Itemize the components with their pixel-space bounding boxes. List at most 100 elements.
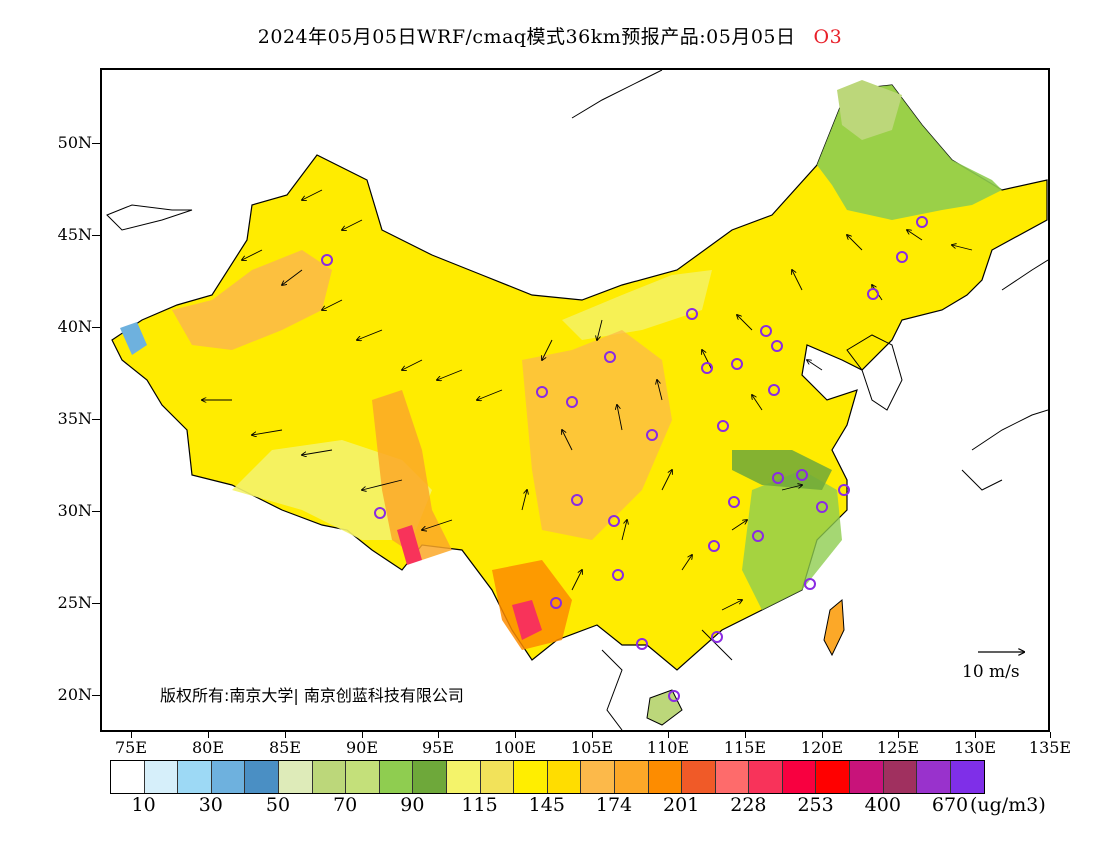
x-label-125e: 125E [876, 738, 920, 757]
copyright-text: 版权所有:南京大学| 南京创蓝科技有限公司 [160, 686, 464, 705]
colorbar-cell [715, 761, 750, 793]
city-marker [668, 690, 680, 702]
city-marker [752, 530, 764, 542]
city-marker [550, 597, 562, 609]
y-tick [92, 603, 100, 604]
x-tick [898, 732, 899, 738]
city-marker [717, 420, 729, 432]
colorbar-label: 400 [864, 794, 901, 816]
city-marker [760, 325, 772, 337]
colorbar-cell [782, 761, 817, 793]
x-tick [668, 732, 669, 738]
y-tick [92, 419, 100, 420]
colorbar-label: 174 [595, 794, 633, 816]
field-green-yangtze [732, 450, 832, 490]
city-marker [608, 515, 620, 527]
x-tick [362, 732, 363, 738]
colorbar [110, 760, 986, 794]
colorbar-label: 70 [333, 794, 358, 816]
colorbar-cell [211, 761, 246, 793]
y-label-30n: 30N [57, 501, 92, 520]
x-label-80e: 80E [191, 738, 225, 757]
colorbar-cell [480, 761, 515, 793]
y-label-35n: 35N [57, 409, 92, 428]
x-label-75e: 75E [114, 738, 148, 757]
colorbar-cell [581, 761, 615, 793]
wind-vectors [202, 189, 973, 611]
city-marker [708, 540, 720, 552]
field-orange-sichuan [522, 330, 672, 540]
city-marker [536, 386, 548, 398]
x-label-115e: 115E [723, 738, 767, 757]
coastline-indochina [601, 629, 733, 730]
colorbar-cell [547, 761, 582, 793]
city-marker [612, 569, 624, 581]
city-marker [636, 638, 648, 650]
city-marker [816, 501, 828, 513]
field-red-yunnan [512, 600, 542, 640]
colorbar-label: 115 [461, 794, 498, 816]
coastline-korea [846, 334, 903, 411]
reference-vector-label: 10 m/s [962, 662, 1020, 682]
colorbar-cell [749, 761, 783, 793]
y-tick [92, 235, 100, 236]
city-marker [604, 351, 616, 363]
city-marker [701, 362, 713, 374]
y-tick [92, 327, 100, 328]
colorbar-cell [514, 761, 548, 793]
colorbar-cell [816, 761, 851, 793]
x-label-130e: 130E [953, 738, 997, 757]
y-tick [92, 143, 100, 144]
city-marker [374, 507, 386, 519]
colorbar-cell [850, 761, 884, 793]
colorbar-cell [614, 761, 649, 793]
city-marker [796, 469, 808, 481]
x-label-95e: 95E [421, 738, 455, 757]
colorbar-cell [682, 761, 716, 793]
colorbar-label: 50 [265, 794, 291, 816]
field-orange-tibet [372, 390, 452, 560]
city-marker [838, 484, 850, 496]
colorbar-cell [883, 761, 918, 793]
colorbar-cell [346, 761, 380, 793]
city-marker [646, 429, 658, 441]
field-green-hainan [646, 689, 683, 726]
colorbar-cell [950, 761, 985, 793]
city-marker [686, 308, 698, 320]
x-tick [592, 732, 593, 738]
colorbar-label: 145 [528, 794, 565, 816]
y-label-25n: 25N [57, 593, 92, 612]
city-marker [571, 494, 583, 506]
x-tick [1050, 732, 1051, 738]
city-marker [321, 254, 333, 266]
colorbar-units: (ug/m3) [970, 794, 1046, 816]
colorbar-cell [312, 761, 347, 793]
field-blue-west [120, 322, 147, 355]
x-label-110e: 110E [646, 738, 690, 757]
taiwan-field [823, 598, 845, 657]
map-panel [100, 68, 1050, 732]
colorbar-cell [144, 761, 179, 793]
x-tick [975, 732, 976, 738]
field-light-north [562, 270, 712, 340]
colorbar-cell [379, 761, 414, 793]
title-main: 2024年05月05日WRF/cmaq模式36km预报产品:05月05日 [257, 26, 796, 48]
colorbar-cell [111, 761, 145, 793]
city-marker [771, 340, 783, 352]
map-title: 2024年05月05日WRF/cmaq模式36km预报产品:05月05日 O3 [0, 22, 1100, 49]
colorbar-label: 201 [663, 794, 700, 816]
city-marker [804, 578, 816, 590]
y-tick [92, 695, 100, 696]
pollutant-label: O3 [813, 26, 843, 48]
colorbar-label: 228 [730, 794, 767, 816]
y-label-20n: 20N [57, 685, 92, 704]
colorbar-cell [446, 761, 481, 793]
colorbar-label: 670 [931, 794, 969, 816]
colorbar-cell [278, 761, 313, 793]
y-tick [92, 511, 100, 512]
x-label-105e: 105E [570, 738, 614, 757]
city-marker [731, 358, 743, 370]
colorbar-cell [413, 761, 447, 793]
x-label-85e: 85E [268, 738, 302, 757]
city-markers [321, 216, 928, 702]
